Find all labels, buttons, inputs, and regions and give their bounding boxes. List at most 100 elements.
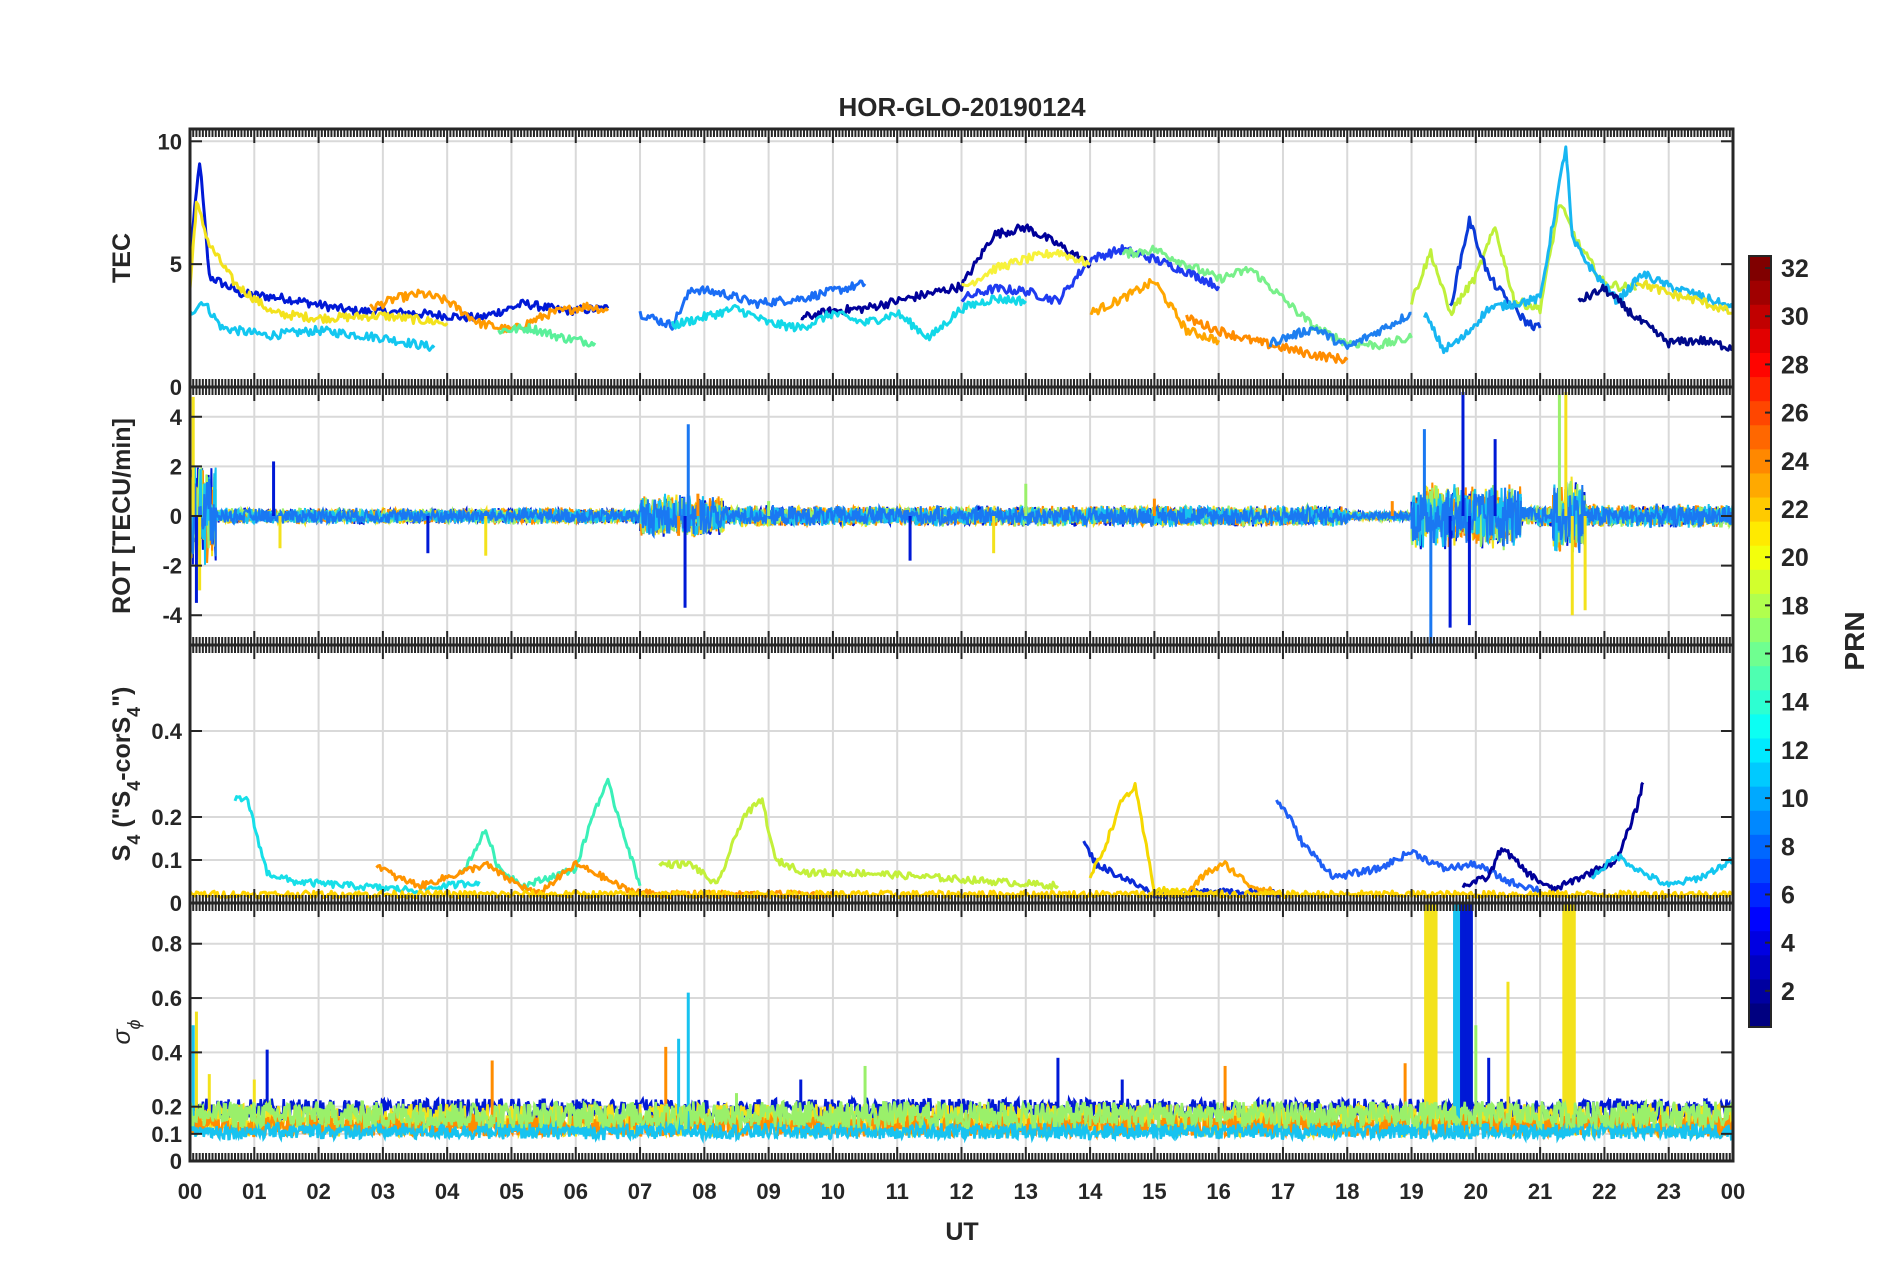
series-line-5 (497, 323, 597, 348)
colorbar-tick-label: 10 (1781, 785, 1809, 813)
colorbar-bin (1749, 978, 1771, 1004)
colorbar-bin (1749, 424, 1771, 450)
x-tick-label: 19 (1399, 1179, 1423, 1204)
colorbar-tick-label: 26 (1781, 400, 1809, 428)
colorbar-bin (1749, 352, 1771, 378)
y-tick-label: 0 (170, 891, 182, 916)
colorbar-tick-label: 8 (1781, 833, 1795, 861)
y-tick-label: 0.8 (151, 932, 182, 957)
tick-marks (189, 903, 1734, 1162)
x-tick-label: 17 (1271, 1179, 1295, 1204)
series-line-8 (960, 244, 1221, 305)
series-line-13 (1121, 244, 1413, 351)
tick-marks (189, 387, 1734, 645)
colorbar-tick-label: 18 (1781, 592, 1809, 620)
series-line-7 (1186, 860, 1284, 896)
y-axis-label-part: -corS (108, 717, 136, 781)
colorbar-tick-label: 20 (1781, 544, 1809, 572)
series-group (188, 145, 1735, 365)
y-axis-label-part: ("S (108, 791, 136, 835)
colorbar-tick-label: 14 (1781, 689, 1809, 717)
y-tick-label: 10 (158, 129, 182, 154)
x-tick-label: 14 (1078, 1179, 1103, 1204)
colorbar-bin (1749, 810, 1771, 835)
colorbar-label: PRN (1839, 611, 1870, 670)
y-tick-label: 0.1 (151, 848, 182, 873)
colorbar-bin (1749, 593, 1771, 619)
panel-1: 0 5 10 TEC (108, 127, 1735, 400)
series-line-6 (638, 279, 867, 331)
x-axis-label: UT (945, 1218, 978, 1246)
colorbar-bin (1749, 689, 1771, 715)
x-tick-label: 21 (1528, 1179, 1552, 1204)
y-tick-label: 0.2 (151, 1095, 182, 1120)
colorbar-bin (1749, 834, 1771, 859)
colorbar-bin (1749, 906, 1771, 932)
series-line-19 (1635, 279, 1734, 315)
colorbar-bin (1749, 713, 1771, 739)
colorbar-tick-label: 2 (1781, 978, 1795, 1006)
series-line-16 (1449, 215, 1542, 332)
colorbar-bin (1749, 545, 1771, 570)
x-tick-label: 16 (1206, 1179, 1230, 1204)
y-axis-label: ROT [TECU/min] (108, 418, 136, 614)
x-tick-label: 04 (435, 1179, 460, 1204)
colorbar-bin (1749, 448, 1771, 474)
y-axis-label-part: σ (108, 1029, 136, 1045)
colorbar-frame (1748, 255, 1772, 1028)
y-axis-label-part: 4 (124, 781, 144, 791)
series-line-2 (188, 301, 436, 352)
colorbar-tick-label: 4 (1781, 930, 1795, 958)
colorbar-bin (1749, 617, 1771, 643)
colorbar-bin (1749, 400, 1771, 426)
colorbar-bin (1749, 256, 1771, 281)
colorbar-bin (1749, 521, 1771, 546)
x-tick-label: 06 (564, 1179, 588, 1204)
series-line-10 (1590, 853, 1735, 888)
series-line-12 (1185, 314, 1349, 365)
colorbar-bin (1749, 954, 1771, 980)
series-group (189, 391, 1734, 645)
series-line-1 (188, 162, 610, 323)
y-axis-label-part: ") (108, 687, 136, 707)
y-tick-label: -2 (162, 554, 182, 579)
series-line-14 (1268, 311, 1412, 350)
y-tick-label: 4 (170, 405, 183, 430)
colorbar-bin (1749, 665, 1771, 691)
colorbar-bin (1749, 1002, 1771, 1028)
x-tick-label: 07 (628, 1179, 652, 1204)
x-tick-label: 08 (692, 1179, 716, 1204)
y-tick-label: 0.1 (151, 1122, 182, 1147)
x-tick-label: 03 (371, 1179, 395, 1204)
x-tick-label: 11 (886, 1179, 909, 1204)
x-tick-label: 12 (949, 1179, 973, 1204)
series-line-8 (1275, 799, 1542, 894)
colorbar-bin (1749, 761, 1771, 787)
x-tick-label: 02 (306, 1179, 330, 1204)
x-tick-label: 20 (1464, 1179, 1488, 1204)
panel-2: -4 -2 0 2 4 ROT [TECU/min] (108, 385, 1735, 647)
colorbar-tick-label: 16 (1781, 641, 1809, 669)
chart-title: HOR-GLO-20190124 (838, 92, 1086, 122)
y-tick-label: 0.4 (151, 719, 182, 744)
series-line-9 (961, 248, 1091, 288)
colorbar-bin (1749, 930, 1771, 956)
y-tick-label: 0.4 (151, 1040, 182, 1065)
x-tick-label: 23 (1656, 1179, 1680, 1204)
colorbar-tick-label: 32 (1781, 255, 1809, 283)
colorbar-bin (1749, 641, 1771, 667)
y-axis-label-part: ϕ (124, 1019, 144, 1029)
x-tick-label: 15 (1142, 1179, 1166, 1204)
colorbar-bin (1749, 496, 1771, 522)
colorbar-bin (1749, 472, 1771, 498)
series-line-1 (233, 795, 481, 895)
colorbar-bin (1749, 376, 1771, 402)
series-line-7 (800, 223, 1092, 321)
colorbar-bin (1749, 858, 1771, 884)
series-line-3 (188, 200, 449, 327)
series-line-17 (1423, 145, 1735, 355)
x-tick-label: 22 (1592, 1179, 1616, 1204)
y-axis-label: σϕ (108, 1019, 144, 1044)
x-tick-label: 01 (242, 1179, 266, 1204)
